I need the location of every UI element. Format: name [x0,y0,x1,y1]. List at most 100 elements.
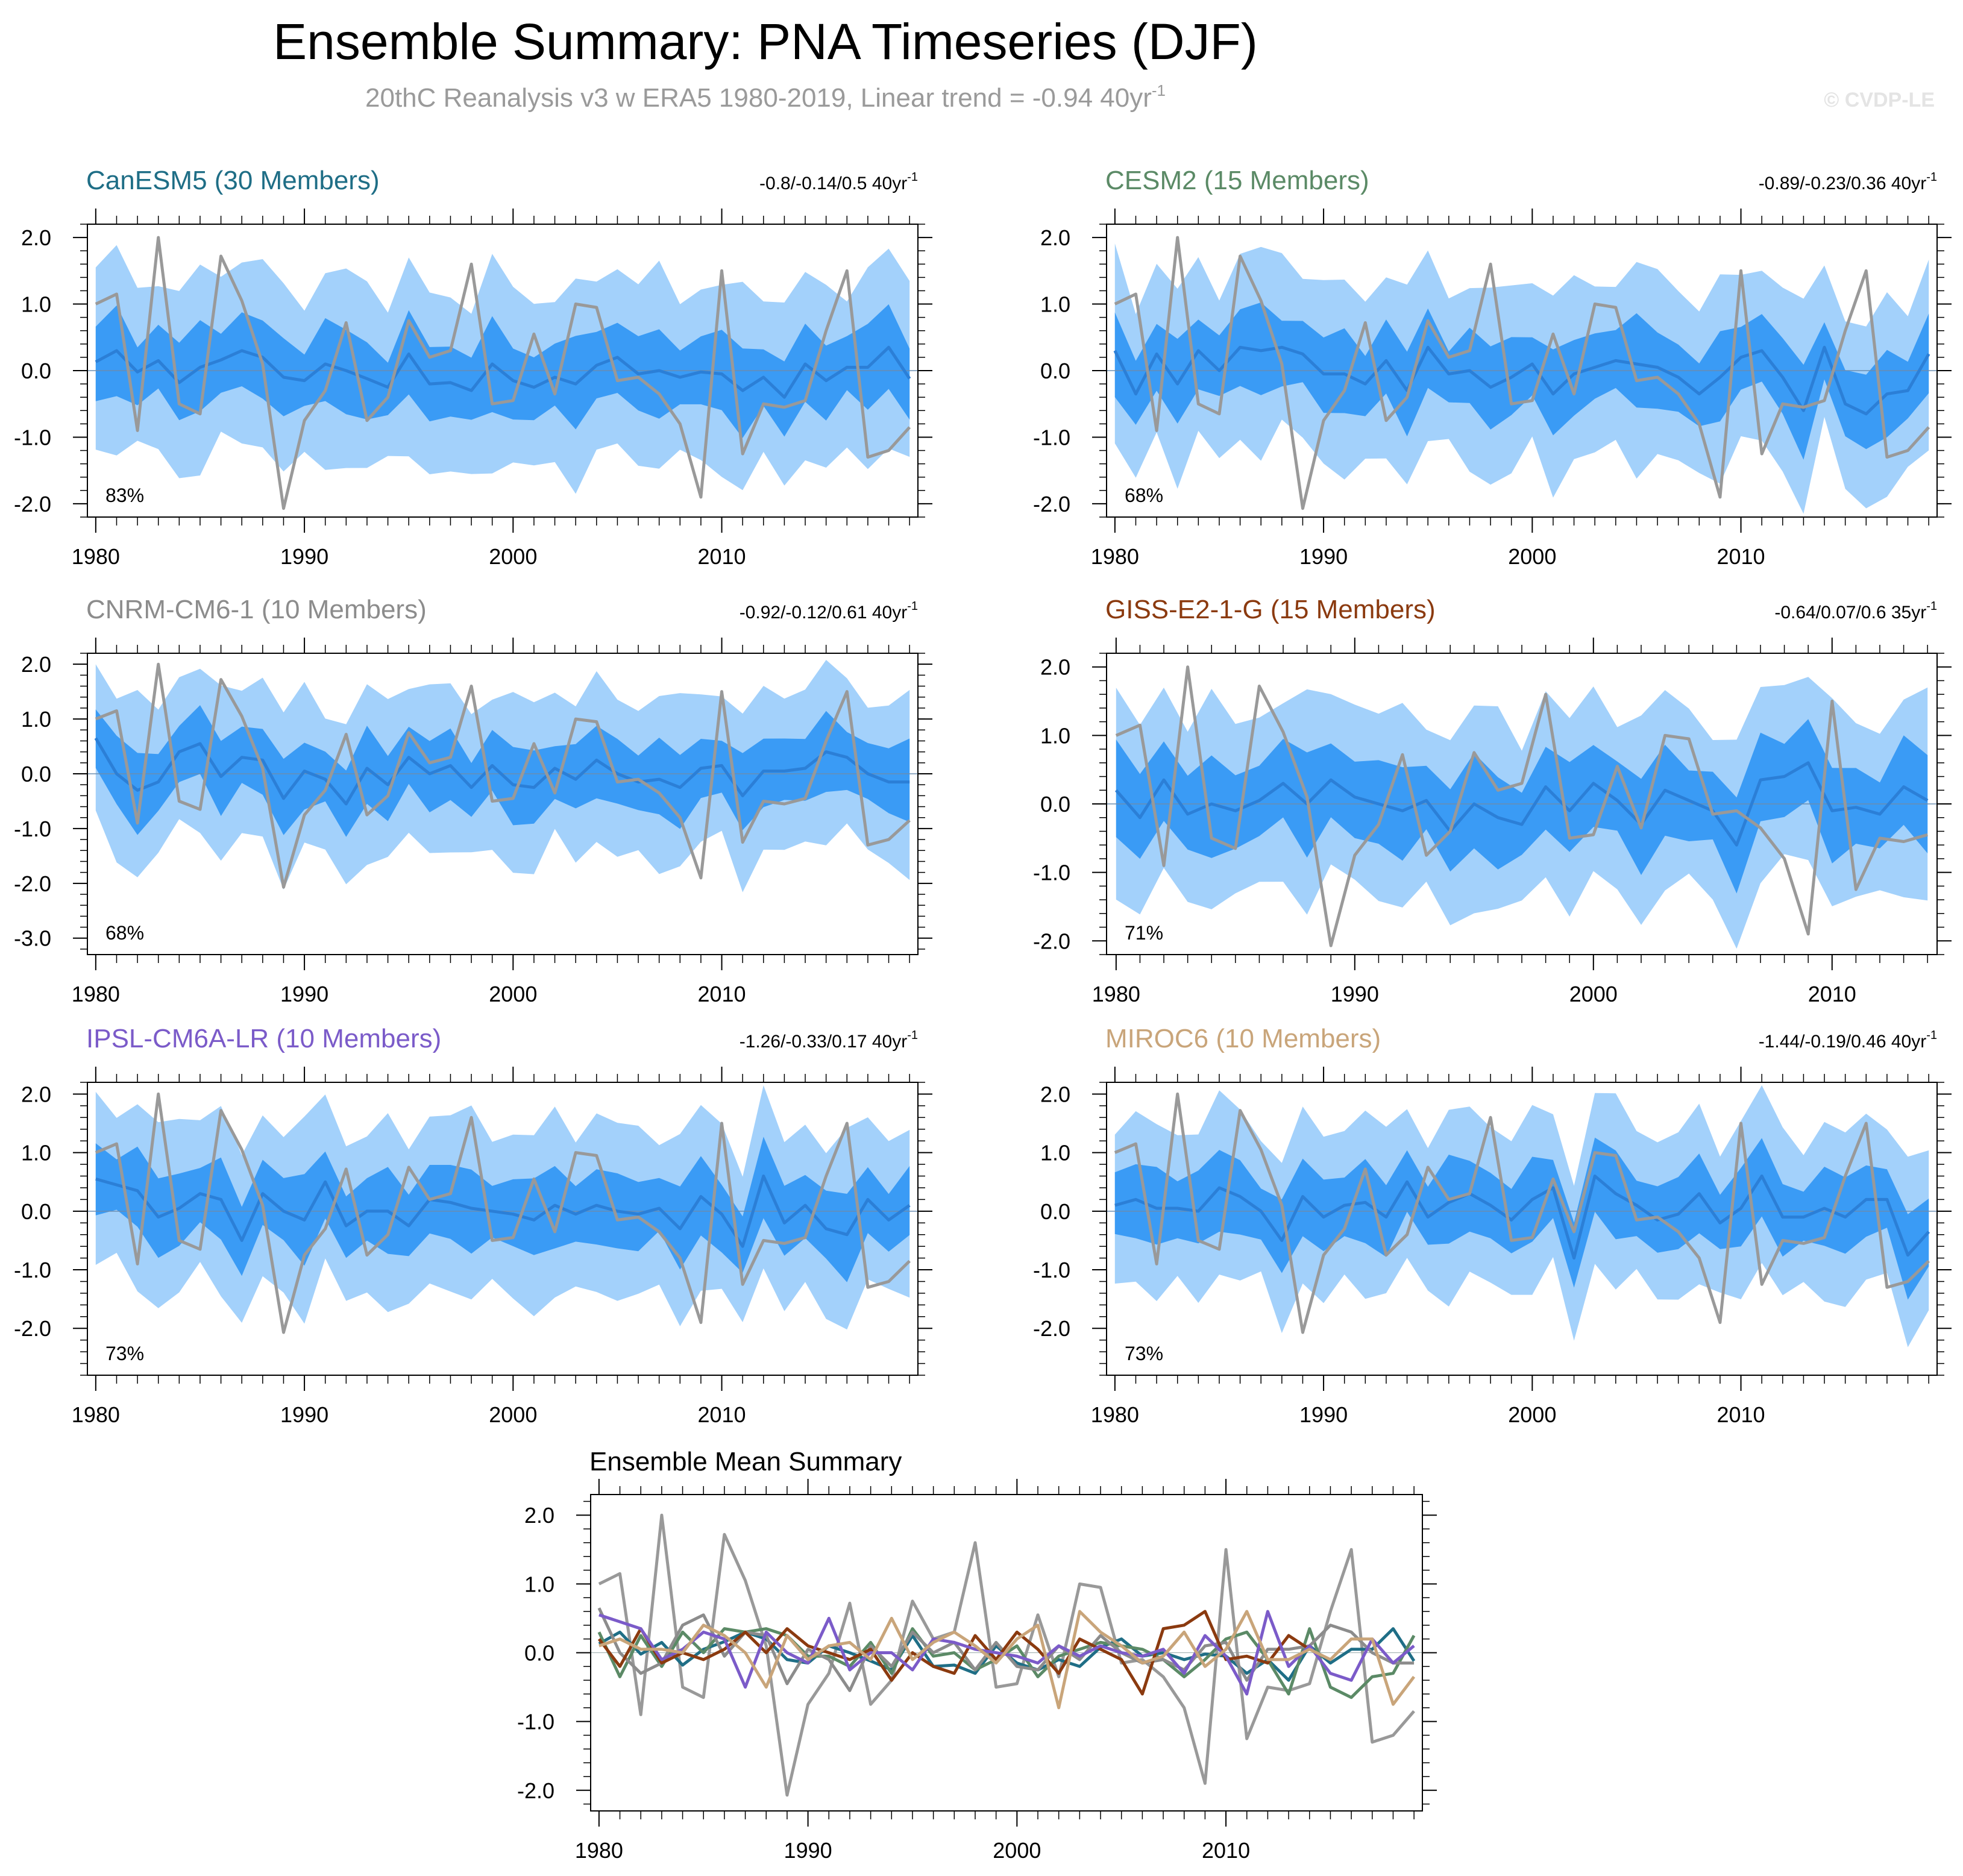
panel-cesm2-x-tick-label: 2010 [1716,544,1765,569]
summary-x-tick-label: 1980 [575,1838,623,1863]
panel-ipsl-cm6a-lr-y-tick-label: 1.0 [21,1141,51,1165]
panel-cesm2-x-tick-label: 1980 [1091,544,1139,569]
panel-cnrm-cm6-1-title: CNRM-CM6-1 (10 Members) [86,595,427,624]
panel-canesm5-x-tick-label: 2010 [697,544,746,569]
panel-cnrm-cm6-1-trend-range: -0.92/-0.12/0.61 40yr-1 [740,600,918,623]
panel-miroc6-x-tick-label: 1990 [1299,1402,1348,1427]
panel-canesm5-x-tick-label: 2000 [489,544,537,569]
panel-giss-e2-1-g-x-tick-label: 2010 [1808,982,1856,1006]
summary-y-tick-label: 2.0 [524,1503,554,1528]
summary-mean-line-miroc6 [598,1610,1416,1710]
panel-canesm5-y-tick-label: 1.0 [21,292,51,317]
panel-giss-e2-1-g-title: GISS-E2-1-G (15 Members) [1105,595,1436,624]
panel-cnrm-cm6-1-x-tick-label: 1990 [280,982,328,1006]
panel-cesm2-spread-inner-band [1114,302,1929,460]
panel-ipsl-cm6a-lr-observed-line [95,1092,911,1334]
panel-ipsl-cm6a-lr-x-tick-label: 1980 [72,1402,120,1427]
panel-giss-e2-1-g-spread-inner-band [1116,719,1928,894]
panel-cesm2-y-tick-label: 0.0 [1040,359,1070,383]
panel-cesm2-y-tick-label: 2.0 [1040,225,1070,250]
panel-cesm2-trend-text: -0.89/-0.23/0.36 40yr [1759,174,1927,193]
panel-ipsl-cm6a-lr-x-tick-label: 1990 [280,1402,328,1427]
panel-cesm2: 2.0 1.0 0.0 -1.0 -2.0 1980 1990 2000 2010 CESM2 (… [1033,166,1952,569]
panel-cesm2-x-tick-label: 2000 [1508,544,1556,569]
panel-miroc6-y-tick-label: 1.0 [1040,1141,1070,1165]
panel-canesm5-y-tick-label: -1.0 [14,425,51,450]
panel-miroc6-spread-inner-band [1114,1137,1929,1300]
panel-cesm2-y-tick-label: 1.0 [1040,292,1070,317]
panel-cnrm-cm6-1: 2.0 1.0 0.0 -1.0 -2.0 -3.0 1980 1990 2000 2010 CNR… [14,595,932,1006]
panel-canesm5-percentile-label: 83% [105,485,144,506]
panel-canesm5-observed-line [95,236,911,510]
panel-cnrm-cm6-1-ensemble-mean-line [94,737,910,806]
panel-giss-e2-1-g-y-tick-label: 0.0 [1040,792,1070,817]
figure-title: Ensemble Summary: PNA Timeseries (DJF) [273,13,1258,70]
panel-miroc6-x-tick-label: 2010 [1716,1402,1765,1427]
summary-title: Ensemble Mean Summary [589,1447,902,1476]
panel-cesm2-title: CESM2 (15 Members) [1105,166,1369,195]
panel-cnrm-cm6-1-plot-frame [87,653,919,955]
summary-plot: 2.0 1.0 0.0 -1.0 -2.0 1980 1990 2000 2010 Ensembl… [517,1447,1437,1863]
panel-ipsl-cm6a-lr-trend-text: -1.26/-0.33/0.17 40yr [740,1032,908,1052]
panel-ipsl-cm6a-lr-y-tick-label: -2.0 [14,1316,51,1341]
panel-canesm5-trend-text: -0.8/-0.14/0.5 40yr [759,174,907,193]
panel-ipsl-cm6a-lr-plot-frame [87,1082,919,1376]
summary-y-tick-label: -2.0 [517,1778,554,1803]
summary-x-tick-label: 2000 [993,1838,1041,1863]
panel-cnrm-cm6-1-y-tick-label: 1.0 [21,707,51,732]
panel-ipsl-cm6a-lr-x-tick-label: 2010 [697,1402,746,1427]
panel-cnrm-cm6-1-percentile-label: 68% [105,922,144,944]
panel-canesm5-title: CanESM5 (30 Members) [86,166,380,195]
panel-cesm2-observed-line [1114,236,1930,510]
panel-canesm5: 2.0 1.0 0.0 -1.0 -2.0 1980 1990 2000 2010 CanESM5… [14,166,932,569]
panel-miroc6-x-tick-label: 1980 [1091,1402,1139,1427]
panel-cnrm-cm6-1-x-tick-label: 2010 [697,982,746,1006]
panel-cesm2-percentile-label: 68% [1125,485,1163,506]
panel-miroc6-ensemble-mean-line [1114,1175,1930,1260]
panel-cnrm-cm6-1-trend-superscript: -1 [907,600,918,613]
panel-giss-e2-1-g-y-tick-label: 2.0 [1040,655,1070,680]
panel-ipsl-cm6a-lr-trend-superscript: -1 [907,1029,918,1042]
panel-miroc6-percentile-label: 73% [1125,1343,1163,1364]
panel-miroc6-y-tick-label: 2.0 [1040,1082,1070,1106]
panel-cnrm-cm6-1-x-tick-label: 2000 [489,982,537,1006]
panel-ipsl-cm6a-lr: 2.0 1.0 0.0 -1.0 -2.0 1980 1990 2000 2010 IPSL-CM… [14,1024,932,1427]
panel-miroc6-y-tick-label: 0.0 [1040,1199,1070,1224]
panel-canesm5-ensemble-mean-line [95,345,911,399]
panel-cnrm-cm6-1-observed-line [95,662,911,889]
panel-giss-e2-1-g-y-tick-label: -1.0 [1033,861,1070,885]
panel-canesm5-y-tick-label: 2.0 [21,225,51,250]
credit-watermark: © CVDP-LE [1824,89,1935,111]
summary-observed-line [598,1513,1415,1797]
panel-cesm2-y-tick-label: -1.0 [1033,425,1070,450]
panel-giss-e2-1-g-trend-range: -0.64/0.07/0.6 35yr-1 [1774,600,1937,623]
panel-cnrm-cm6-1-y-tick-label: -3.0 [14,926,51,951]
panel-cesm2-trend-superscript: -1 [1926,171,1937,184]
panel-cesm2-y-tick-label: -2.0 [1033,492,1070,516]
panel-cnrm-cm6-1-y-tick-label: -1.0 [14,817,51,841]
panel-cnrm-cm6-1-x-tick-label: 1980 [72,982,120,1006]
panel-giss-e2-1-g-percentile-label: 71% [1125,922,1163,944]
panel-miroc6-title: MIROC6 (10 Members) [1105,1024,1381,1053]
panel-cesm2-ensemble-mean-line [1113,345,1930,416]
panel-miroc6-observed-line [1114,1092,1930,1334]
panel-miroc6-x-tick-label: 2000 [1508,1402,1556,1427]
panel-miroc6-y-tick-label: -2.0 [1033,1316,1070,1341]
panel-giss-e2-1-g-x-tick-label: 1990 [1331,982,1379,1006]
panel-cesm2-x-tick-label: 1990 [1299,544,1348,569]
panel-canesm5-trend-superscript: -1 [907,171,918,184]
panel-ipsl-cm6a-lr-y-tick-label: 2.0 [21,1082,51,1106]
panel-canesm5-y-tick-label: 0.0 [21,359,51,383]
panel-giss-e2-1-g-trend-text: -0.64/0.07/0.6 35yr [1774,603,1926,623]
panel-giss-e2-1-g-x-tick-label: 1980 [1092,982,1140,1006]
panel-miroc6-trend-range: -1.44/-0.19/0.46 40yr-1 [1759,1029,1937,1052]
panel-ipsl-cm6a-lr-ensemble-mean-line [95,1175,911,1248]
panel-cnrm-cm6-1-spread-inner-band [95,705,910,837]
panel-canesm5-x-tick-label: 1990 [280,544,328,569]
panel-miroc6-trend-superscript: -1 [1926,1029,1937,1042]
panel-canesm5-y-tick-label: -2.0 [14,492,51,516]
panel-cnrm-cm6-1-trend-text: -0.92/-0.12/0.61 40yr [740,603,908,623]
panel-giss-e2-1-g-trend-superscript: -1 [1926,600,1937,613]
panel-giss-e2-1-g-y-tick-label: -2.0 [1033,929,1070,953]
